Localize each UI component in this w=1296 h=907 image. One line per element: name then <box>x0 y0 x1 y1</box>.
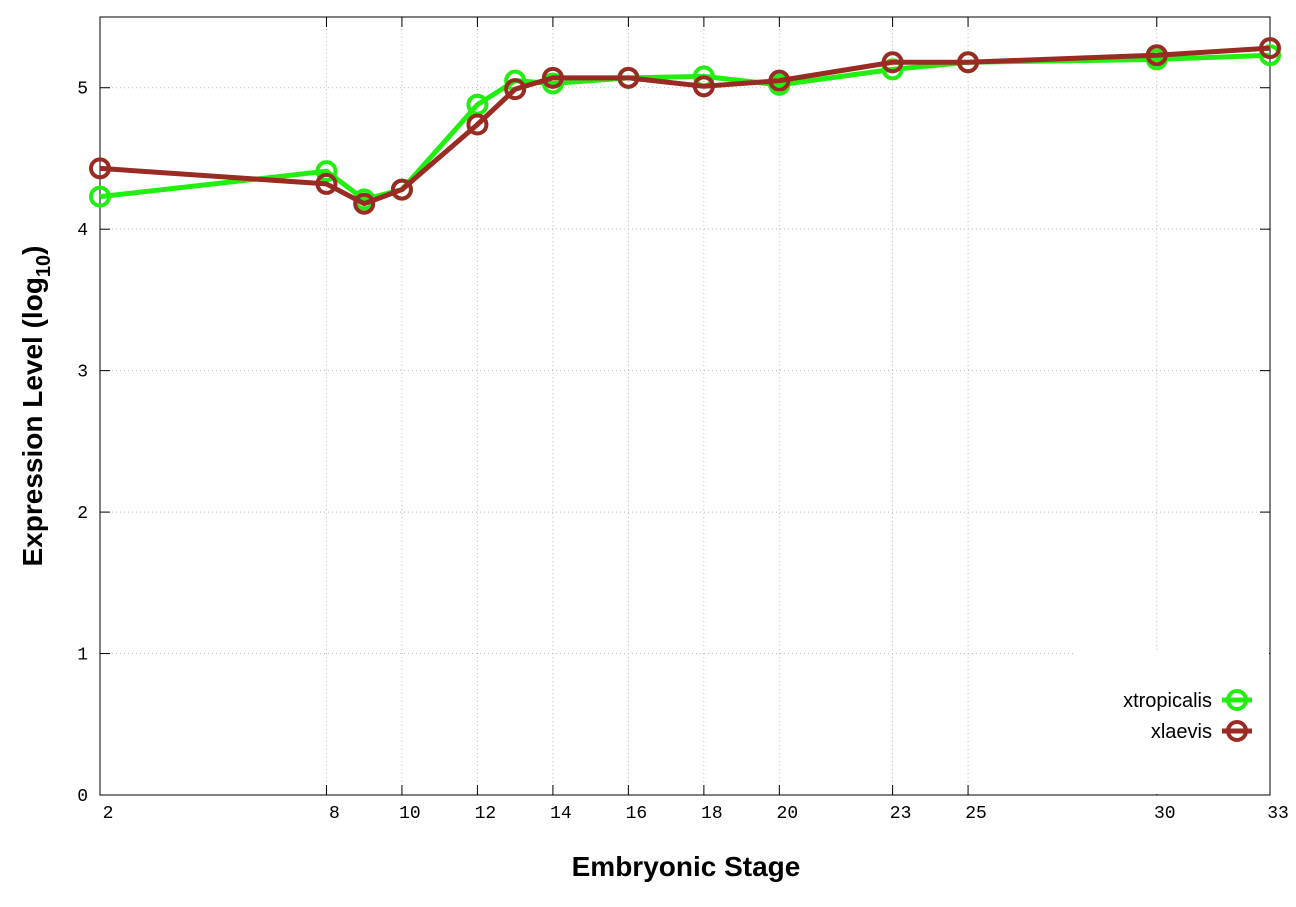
data-point <box>504 78 527 101</box>
y-axis-label-sub: 10 <box>33 255 55 277</box>
y-tick-label: 5 <box>77 80 88 100</box>
y-axis-label-main: Expression Level (log <box>17 277 48 566</box>
data-point <box>315 172 338 195</box>
data-point <box>617 66 640 89</box>
data-point <box>692 75 715 98</box>
data-point <box>89 185 111 208</box>
data-point <box>89 157 111 180</box>
data-point <box>390 178 413 201</box>
data-point <box>353 192 376 215</box>
x-axis-label: Embryonic Stage <box>572 851 801 882</box>
series-line <box>99 52 1271 202</box>
data-point <box>466 113 489 136</box>
x-tick-label: 16 <box>626 804 648 824</box>
legend-marker <box>1226 689 1248 711</box>
plot-frame <box>99 16 1271 796</box>
x-tick-label: 18 <box>701 804 723 824</box>
legend-label: xtropicalis <box>1123 690 1212 712</box>
x-tick-label: 10 <box>399 804 421 824</box>
legend-marker <box>1226 720 1248 742</box>
x-tick-label: 8 <box>329 804 340 824</box>
data-point <box>1259 44 1281 67</box>
y-tick-label: 4 <box>77 221 88 241</box>
y-axis-label-end: ) <box>17 246 48 255</box>
x-tick-label: 23 <box>890 804 912 824</box>
data-point <box>957 51 980 74</box>
x-tick-label: 25 <box>965 804 987 824</box>
y-tick-label: 0 <box>77 787 88 807</box>
x-tick-label: 12 <box>475 804 497 824</box>
x-tick-label: 20 <box>777 804 799 824</box>
legend-label: xlaevis <box>1151 721 1212 743</box>
y-tick-label: 3 <box>77 363 88 383</box>
data-point <box>1259 37 1281 60</box>
series-line <box>99 45 1271 207</box>
data-point <box>768 69 791 92</box>
x-tick-label: 2 <box>103 804 114 824</box>
x-tick-label: 14 <box>550 804 572 824</box>
data-point <box>881 51 904 74</box>
data-point <box>1145 44 1168 67</box>
y-tick-label: 2 <box>77 504 88 524</box>
x-tick-label: 33 <box>1267 804 1289 824</box>
y-tick-label: 1 <box>77 646 88 666</box>
y-axis-label: Expression Level (log10) <box>17 246 55 567</box>
x-tick-label: 30 <box>1154 804 1176 824</box>
data-point <box>541 66 564 89</box>
data-point <box>315 160 338 183</box>
